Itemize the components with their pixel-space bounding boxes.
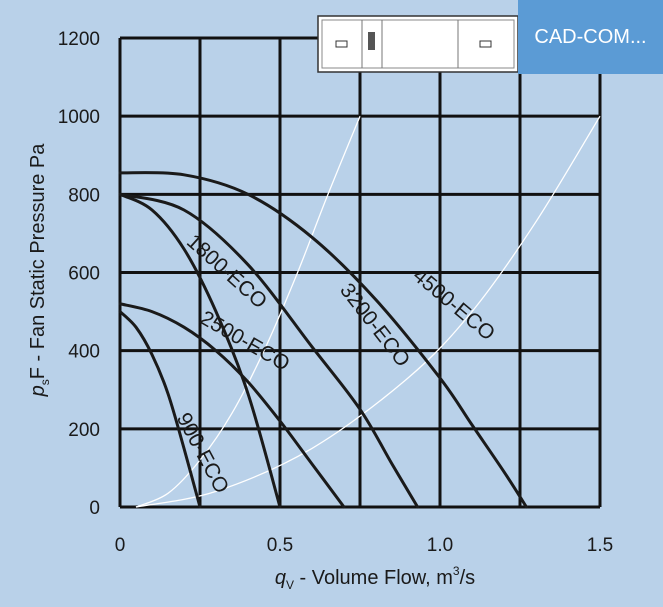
y-tick-label-4: 800 bbox=[68, 185, 100, 206]
y-tick-label-2: 400 bbox=[68, 342, 100, 363]
y-tick-label-6: 1200 bbox=[58, 29, 100, 50]
product-handle-left bbox=[335, 40, 348, 48]
y-tick-label-3: 600 bbox=[68, 264, 100, 285]
series-line-3200-ECO bbox=[118, 192, 420, 509]
series-line-2500-ECO bbox=[118, 302, 346, 509]
product-body bbox=[317, 15, 519, 73]
product-panel bbox=[368, 32, 375, 50]
series-line-4500-ECO bbox=[118, 171, 528, 509]
x-tick-label-3: 1.5 bbox=[587, 535, 613, 556]
series-label-900-ECO: 900-ECO bbox=[172, 409, 233, 497]
y-tick-label-0: 0 bbox=[89, 498, 100, 519]
system-curve-2 bbox=[135, 115, 601, 508]
x-axis-title: qV - Volume Flow, m3/s bbox=[275, 564, 475, 592]
y-axis-title: psF - Fan Static Pressure Pa bbox=[27, 143, 52, 398]
x-tick-label-1: 0.5 bbox=[267, 535, 293, 556]
product-handle-right bbox=[479, 40, 492, 48]
series-line-1800-ECO bbox=[118, 192, 282, 509]
tick-labels-layer: 0 0.5 1.0 1.5 0 200 400 600 800 1000 1200 bbox=[58, 29, 613, 556]
series-label-3200-ECO: 3200-ECO bbox=[335, 279, 414, 371]
y-tick-label-5: 1000 bbox=[58, 107, 100, 128]
series-line-900-ECO bbox=[118, 310, 202, 509]
product-inner bbox=[321, 19, 515, 69]
system-curves-layer bbox=[135, 115, 601, 508]
system-curve-1 bbox=[135, 115, 361, 508]
x-tick-label-2: 1.0 bbox=[427, 535, 453, 556]
cad-com-button[interactable]: CAD-COM... bbox=[518, 0, 663, 74]
y-tick-label-1: 200 bbox=[68, 420, 100, 441]
product-image bbox=[317, 15, 519, 73]
x-tick-label-0: 0 bbox=[115, 535, 126, 556]
